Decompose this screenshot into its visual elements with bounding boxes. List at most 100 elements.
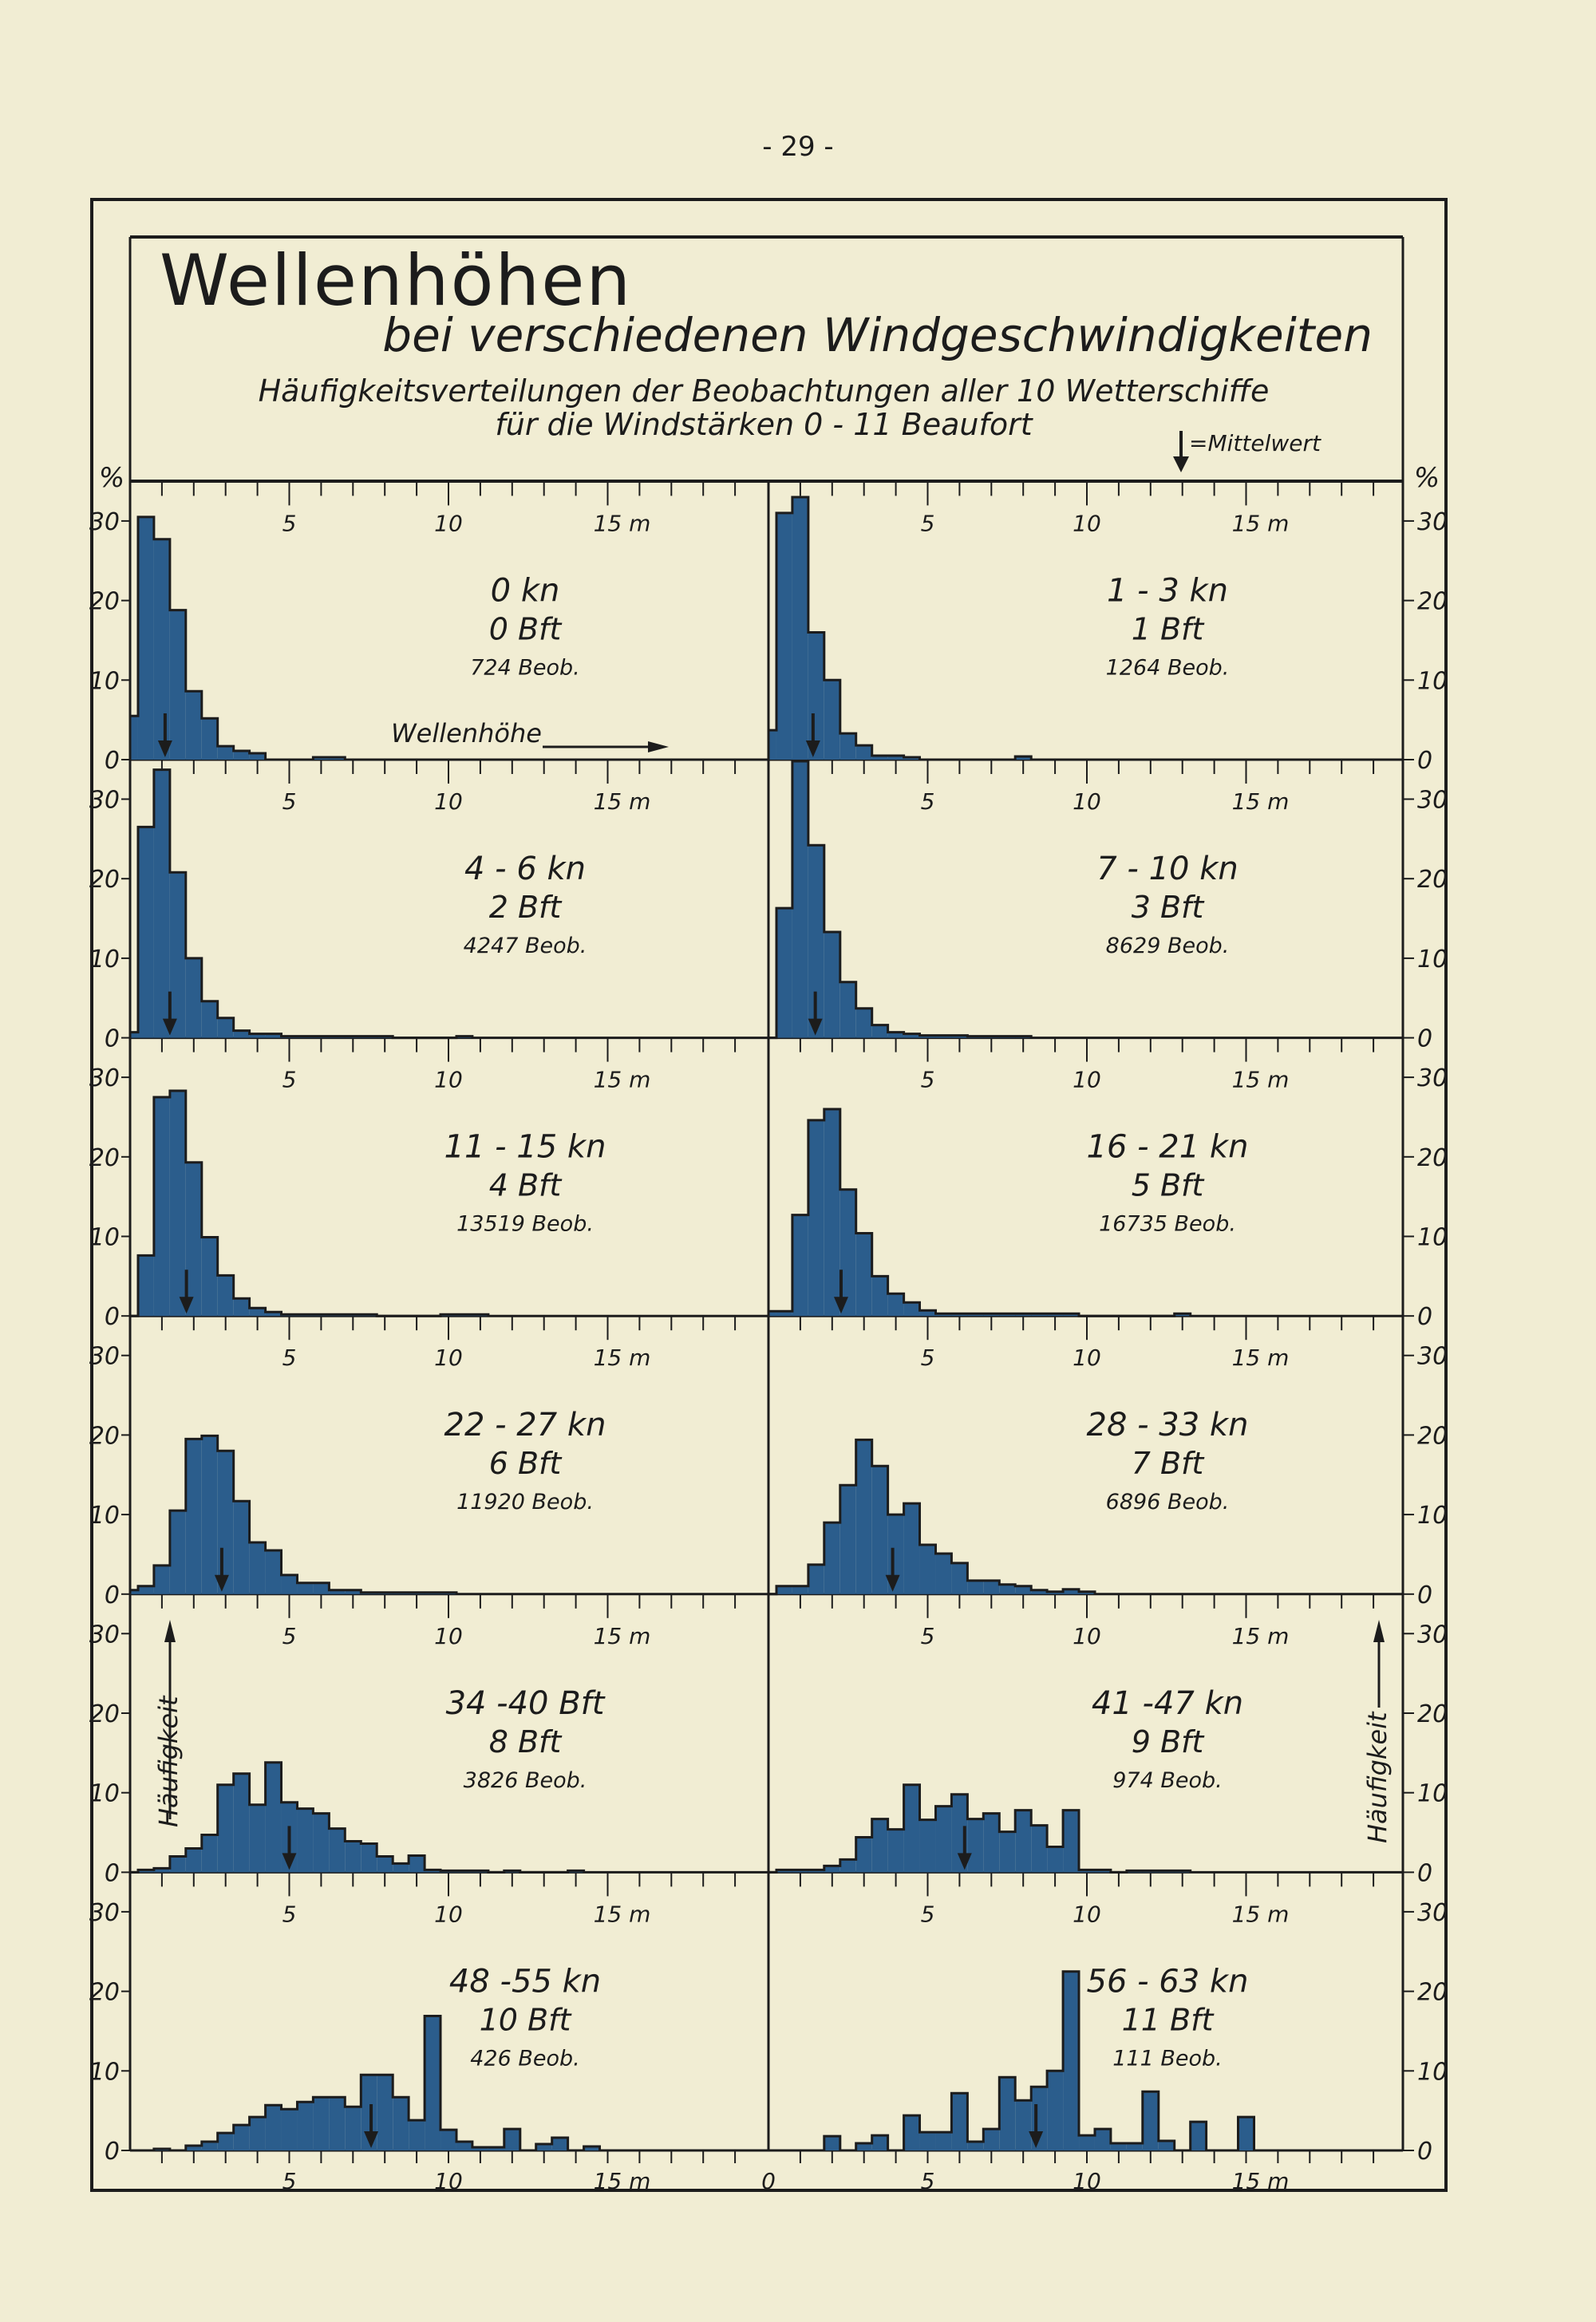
histogram-bar bbox=[776, 1311, 792, 1317]
mean-arrow-head bbox=[833, 1297, 848, 1314]
mean-legend: =Mittelwert bbox=[1173, 430, 1321, 472]
histogram-bar bbox=[169, 1856, 186, 1873]
histogram-bar bbox=[265, 1550, 282, 1594]
histogram-bar bbox=[824, 1866, 840, 1873]
panel-observation-count: 8629 Beob. bbox=[1106, 934, 1230, 958]
panel-beaufort-label: 5 Bft bbox=[1132, 1168, 1206, 1203]
histogram-bar bbox=[824, 1108, 840, 1317]
histogram-bar bbox=[329, 757, 346, 760]
panel-beaufort-label: 7 Bft bbox=[1132, 1446, 1206, 1481]
histogram-bar bbox=[935, 2132, 952, 2150]
histogram-bar bbox=[903, 2115, 920, 2150]
histogram-bar bbox=[313, 1582, 330, 1594]
x-tick-label: 15 m bbox=[594, 1623, 651, 1649]
y-tick-label-left: 0 bbox=[105, 2138, 120, 2166]
mean-arrow-head bbox=[157, 740, 172, 757]
histogram-bar bbox=[967, 1580, 984, 1594]
y-axis-label-text-left: Häufigkeit bbox=[153, 1695, 184, 1827]
y-tick-label-left: 0 bbox=[105, 1303, 120, 1331]
histogram-bar bbox=[792, 1586, 808, 1594]
x-zero-label: 0 bbox=[761, 2168, 776, 2194]
y-tick-label-right: 0 bbox=[1417, 1025, 1432, 1053]
figure-description-line-1: Häufigkeitsverteilungen der Beobachtunge… bbox=[259, 373, 1270, 409]
histogram-bar bbox=[313, 2097, 330, 2150]
x-tick-label: 15 m bbox=[594, 510, 651, 536]
histogram-bar bbox=[153, 1097, 170, 1317]
histogram-bar bbox=[153, 1868, 170, 1873]
panel-wind-speed-label: 16 - 21 kn bbox=[1087, 1129, 1249, 1166]
y-tick-label-right: 20 bbox=[1417, 1700, 1448, 1728]
mean-arrow-head bbox=[162, 1018, 177, 1036]
panel-beaufort-label: 6 Bft bbox=[489, 1446, 563, 1481]
x-tick-label: 5 bbox=[921, 1623, 935, 1649]
histogram-outline bbox=[768, 760, 1033, 1040]
y-tick-label-left: 20 bbox=[89, 1979, 120, 2007]
histogram-bar bbox=[201, 718, 218, 760]
histogram-bar bbox=[887, 1293, 904, 1317]
histogram-bar bbox=[153, 1565, 170, 1594]
histogram-bar bbox=[1015, 1810, 1032, 1873]
histogram-bar bbox=[329, 2097, 346, 2150]
histogram-outline bbox=[767, 1108, 1192, 1317]
histogram-bar bbox=[153, 769, 170, 1038]
histogram-bar bbox=[887, 1829, 904, 1873]
histogram-bar bbox=[249, 1033, 266, 1038]
panel-beaufort-label: 11 Bft bbox=[1122, 2002, 1215, 2037]
histogram-bar bbox=[169, 610, 186, 760]
histogram-bar bbox=[393, 2097, 409, 2150]
x-tick-label: 5 bbox=[282, 1623, 297, 1649]
histogram-bar bbox=[377, 1856, 393, 1873]
y-tick-label-right: 0 bbox=[1417, 2138, 1432, 2166]
histogram-bar bbox=[839, 981, 856, 1038]
histogram-bar bbox=[808, 845, 824, 1038]
y-tick-label-left: 20 bbox=[89, 1422, 120, 1450]
histogram-bar bbox=[313, 1813, 330, 1873]
histogram-bar bbox=[1015, 2100, 1032, 2150]
mean-arrow-head bbox=[282, 1853, 297, 1870]
histogram-bar bbox=[1015, 756, 1032, 760]
histogram-bar bbox=[217, 746, 234, 760]
histogram-bar bbox=[137, 516, 154, 760]
panel-beaufort-label: 3 Bft bbox=[1132, 890, 1206, 925]
x-tick-label: 10 bbox=[434, 1901, 463, 1927]
histogram-bar bbox=[903, 1033, 920, 1038]
histogram-panel-5: 16 - 21 kn5 Bft 16735 Beob. bbox=[767, 1108, 1249, 1317]
histogram-bar bbox=[440, 2130, 456, 2150]
histogram-bar bbox=[808, 1564, 824, 1594]
histogram-bar bbox=[185, 691, 202, 760]
histogram-bar bbox=[329, 1589, 346, 1594]
histogram-bar bbox=[130, 716, 138, 760]
panel-wind-speed-label: 34 -40 Bft bbox=[446, 1685, 606, 1722]
page-number: - 29 - bbox=[762, 131, 833, 163]
outer-frame bbox=[90, 198, 1448, 2192]
y-tick-label-right: 20 bbox=[1417, 588, 1448, 616]
mean-arrow-head bbox=[364, 2131, 379, 2148]
histogram-panel-6: 22 - 27 kn6 Bft 11920 Beob. bbox=[128, 1407, 606, 1594]
panel-observation-count: 3826 Beob. bbox=[464, 1768, 587, 1793]
histogram-bar bbox=[265, 1312, 282, 1317]
histogram-bar bbox=[776, 1586, 792, 1594]
histogram-bar bbox=[935, 1313, 952, 1317]
histogram-bar bbox=[217, 1275, 234, 1317]
panel-beaufort-label: 2 Bft bbox=[489, 890, 563, 925]
histogram-bar bbox=[130, 1589, 138, 1594]
histogram-bar bbox=[377, 2075, 393, 2150]
histogram-bar bbox=[472, 2147, 488, 2150]
x-tick-label: 15 m bbox=[1232, 788, 1290, 815]
histogram-bar bbox=[1047, 1591, 1064, 1594]
histogram-bar bbox=[265, 1033, 282, 1038]
histogram-bar bbox=[903, 1302, 920, 1317]
panel-wind-speed-label: 22 - 27 kn bbox=[444, 1407, 606, 1443]
figure-title: Wellenhöhen bbox=[160, 239, 632, 322]
y-tick-label-left: 30 bbox=[89, 1064, 120, 1092]
histogram-bar bbox=[1031, 1825, 1048, 1873]
figure-description-line-2: für die Windstärken 0 - 11 Beaufort bbox=[495, 407, 1033, 442]
x-tick-label: 10 bbox=[1073, 1623, 1101, 1649]
histogram-bar bbox=[903, 1784, 920, 1873]
histogram-bar bbox=[935, 1035, 952, 1038]
histogram-bar bbox=[281, 2109, 298, 2150]
y-tick-label-left: 0 bbox=[105, 747, 120, 775]
x-tick-label: 15 m bbox=[1232, 1901, 1290, 1927]
histogram-bar bbox=[504, 2129, 520, 2150]
